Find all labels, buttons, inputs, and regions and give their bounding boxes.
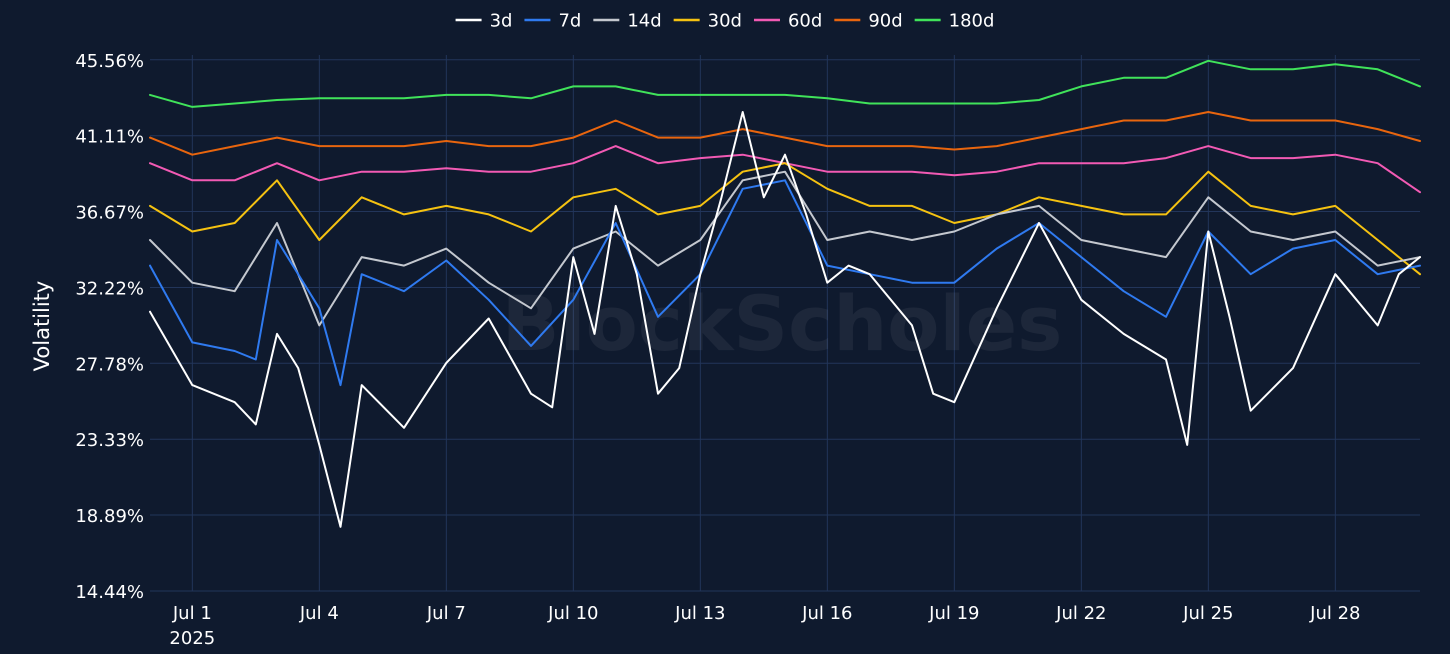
x-tick-label: Jul 10: [547, 603, 598, 624]
y-tick-label: 32.22%: [75, 278, 144, 299]
x-axis-ticks: Jul 1 2025 Jul 4 Jul 7 Jul 10 Jul 13 Jul 16 Jul…: [169, 603, 1360, 649]
series-line-180d: [149, 59, 1421, 108]
y-tick-label: 45.56%: [75, 51, 144, 72]
x-tick-label: Jul 28: [1309, 603, 1360, 624]
legend-label: 90d: [868, 11, 902, 32]
x-tick-label: Jul 13: [674, 603, 725, 624]
legend-label: 30d: [708, 11, 742, 32]
legend-item-90d[interactable]: 90d: [834, 11, 903, 32]
y-tick-label: 27.78%: [75, 354, 144, 375]
y-tick-label: 36.67%: [75, 203, 144, 224]
series-line-30d: [149, 162, 1421, 276]
watermark: BlockScholes: [502, 279, 1063, 368]
legend[interactable]: 3d 7d 14d 30d 60d 90d 180d: [455, 11, 995, 32]
legend-item-180d[interactable]: 180d: [914, 11, 995, 32]
y-axis-ticks: 14.44% 18.89% 23.33% 27.78% 32.22% 36.67% 41.1…: [75, 51, 144, 603]
y-tick-label: 18.89%: [75, 506, 144, 527]
series-lines: [149, 59, 1421, 528]
legend-item-7d[interactable]: 7d: [524, 11, 581, 32]
legend-item-60d[interactable]: 60d: [753, 11, 822, 32]
y-tick-label: 23.33%: [75, 430, 144, 451]
x-tick-label: Jul 4: [299, 603, 339, 624]
series-line-14d: [149, 170, 1421, 327]
legend-item-30d[interactable]: 30d: [673, 11, 742, 32]
legend-item-14d[interactable]: 14d: [593, 11, 662, 32]
series-line-90d: [149, 111, 1421, 156]
legend-label: 3d: [490, 11, 513, 32]
x-tick-year-label: 2025: [169, 628, 215, 649]
y-tick-label: 14.44%: [75, 582, 144, 603]
legend-label: 180d: [949, 11, 995, 32]
series-line-7d: [149, 179, 1421, 387]
x-tick-label: Jul 7: [426, 603, 466, 624]
legend-item-3d[interactable]: 3d: [455, 11, 513, 32]
x-tick-label: Jul 19: [928, 603, 979, 624]
y-axis-label: Volatility: [30, 281, 54, 372]
x-tick-label: Jul 1: [172, 603, 212, 624]
series-line-3d: [149, 111, 1421, 528]
legend-label: 60d: [788, 11, 822, 32]
x-tick-label: Jul 25: [1182, 603, 1233, 624]
legend-label: 14d: [627, 11, 661, 32]
y-tick-label: 41.11%: [75, 127, 144, 148]
legend-label: 7d: [558, 11, 581, 32]
x-tick-label: Jul 22: [1055, 603, 1106, 624]
x-tick-label: Jul 16: [801, 603, 852, 624]
